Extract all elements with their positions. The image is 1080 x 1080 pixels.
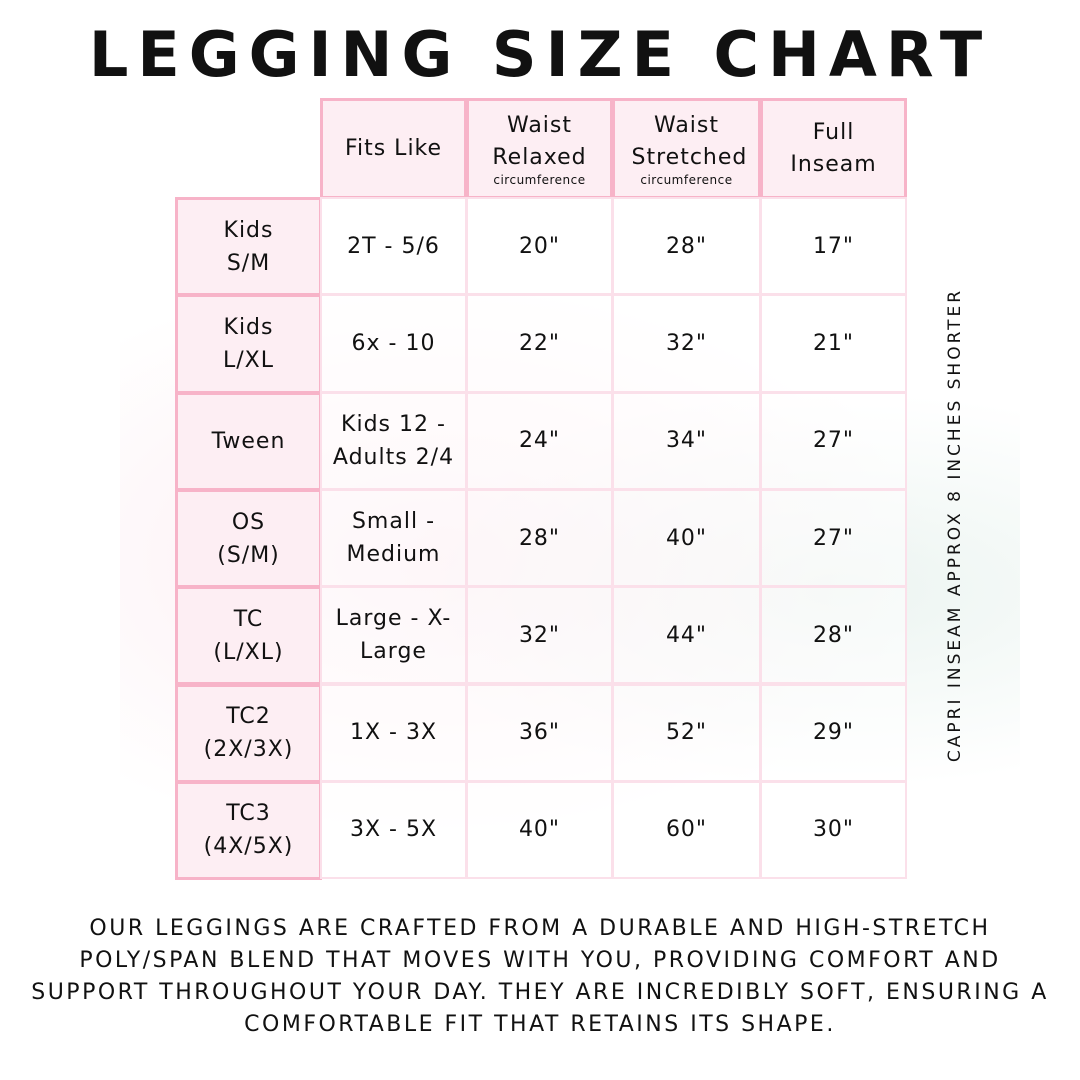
cell-value: 2T - 5/6: [347, 233, 440, 259]
column-header: Waist Relaxed circumference: [466, 98, 613, 199]
table-cell: 27": [760, 488, 907, 588]
cell-value: 28": [518, 525, 561, 551]
table-cell: 29": [760, 683, 907, 782]
table-cell: 60": [612, 780, 761, 880]
cell-value: 22": [518, 330, 561, 356]
table-cell: 30": [760, 780, 907, 880]
table-cell: 34": [612, 391, 761, 490]
cell-value: 44": [665, 622, 708, 648]
cell-value: 34": [665, 428, 708, 454]
cell-value: 21": [812, 330, 855, 356]
cell-value: 20": [518, 233, 561, 259]
table-cell: 2T - 5/6: [320, 197, 467, 296]
size-label: OS (S/M): [217, 509, 280, 568]
size-label: TC3 (4X/5X): [203, 801, 294, 860]
table-cell: 44": [612, 586, 761, 685]
cell-value: 24": [518, 428, 561, 454]
cell-value: 27": [812, 525, 855, 551]
table-cell: 27": [760, 391, 907, 490]
row-header-size: OS (S/M): [175, 488, 322, 589]
cell-value: 17": [812, 233, 855, 259]
table-cell: 28": [760, 586, 907, 685]
cell-value: Large - X-Large: [335, 606, 452, 665]
table-cell: Large - X-Large: [320, 586, 467, 685]
table-cell: 22": [466, 294, 613, 393]
table-cell: 1X - 3X: [320, 683, 467, 782]
cell-value: 32": [665, 330, 708, 356]
cell-value: 52": [665, 720, 708, 746]
table-cell: Kids 12 - Adults 2/4: [320, 391, 467, 490]
header-sublabel: circumference: [493, 172, 586, 187]
row-header-size: Kids S/M: [175, 197, 322, 297]
cell-value: 29": [812, 720, 855, 746]
cell-value: Kids 12 - Adults 2/4: [332, 411, 455, 470]
size-label: TC2 (2X/3X): [203, 704, 294, 763]
page-title: LEGGING SIZE CHART: [88, 18, 992, 91]
column-header: Fits Like: [320, 98, 467, 199]
header-label: Fits Like: [344, 135, 443, 161]
table-cell: 3X - 5X: [320, 780, 467, 880]
table-cell: 40": [466, 780, 613, 880]
table-cell: 28": [612, 197, 761, 296]
cell-value: 1X - 3X: [349, 720, 438, 746]
cell-value: 32": [518, 622, 561, 648]
table-cell: 20": [466, 197, 613, 296]
capri-note: CAPRI INSEAM APPROX 8 INCHES SHORTER: [945, 287, 965, 763]
cell-value: Small - Medium: [346, 509, 441, 568]
cell-value: 28": [812, 622, 855, 648]
table-cell: 36": [466, 683, 613, 782]
table-cell: 32": [612, 294, 761, 393]
table-cell: 24": [466, 391, 613, 490]
row-header-size: Kids L/XL: [175, 294, 322, 394]
cell-value: 40": [518, 817, 561, 843]
size-label: Kids L/XL: [223, 314, 274, 373]
table-cell: 28": [466, 488, 613, 588]
table-cell: 32": [466, 586, 613, 685]
description: Our leggings are crafted from a durable …: [31, 916, 1049, 1037]
cell-value: 40": [665, 525, 708, 551]
column-header: Full Inseam: [760, 98, 907, 199]
cell-value: 3X - 5X: [349, 817, 438, 843]
cell-value: 30": [812, 817, 855, 843]
header-label: Waist Relaxed: [492, 113, 587, 170]
table-cell: 17": [760, 197, 907, 296]
cell-value: 36": [518, 720, 561, 746]
header-label: Full Inseam: [790, 119, 877, 177]
column-header: Waist Stretched circumference: [612, 98, 761, 199]
cell-value: 6x - 10: [351, 330, 436, 356]
cell-value: 28": [665, 233, 708, 259]
size-label: Kids S/M: [223, 217, 274, 276]
cell-value: 27": [812, 428, 855, 454]
row-header-size: TC (L/XL): [175, 586, 322, 686]
table-cell: 21": [760, 294, 907, 393]
size-label: Tween: [211, 428, 286, 454]
cell-value: 60": [665, 817, 708, 843]
table-cell: 52": [612, 683, 761, 782]
row-header-size: Tween: [175, 391, 322, 491]
row-header-size: TC2 (2X/3X): [175, 683, 322, 783]
table-cell: Small - Medium: [320, 488, 467, 588]
header-label: Waist Stretched: [631, 113, 748, 170]
size-label: TC (L/XL): [213, 606, 284, 665]
table-cell: 6x - 10: [320, 294, 467, 393]
row-header-size: TC3 (4X/5X): [175, 780, 322, 881]
table-cell: 40": [612, 488, 761, 588]
header-sublabel: circumference: [640, 172, 733, 187]
